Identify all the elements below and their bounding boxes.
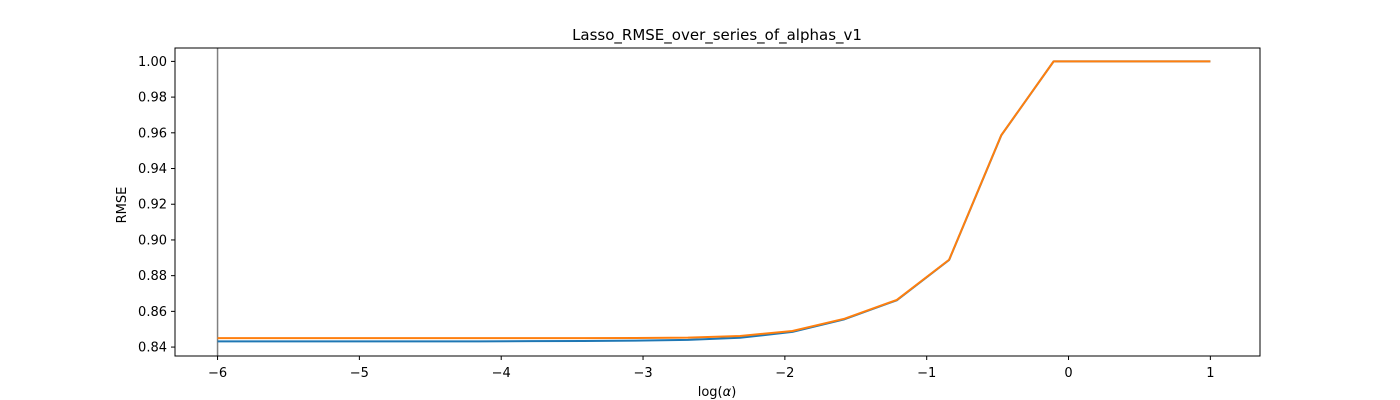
- y-axis-ticks: 0.84 0.86 0.88 0.90 0.92 0.94 0.96 0.98 1.00: [138, 55, 175, 356]
- series-layer: [217, 60, 1211, 343]
- y-tick-label: 0.86: [138, 305, 167, 320]
- x-tick-label: −1: [917, 366, 936, 381]
- y-tick-label: 0.92: [138, 198, 167, 213]
- y-tick-label: 0.90: [138, 233, 167, 248]
- y-tick-label: 1.00: [138, 55, 167, 70]
- plot-frame: [174, 47, 1261, 357]
- x-tick-label: −3: [633, 366, 652, 381]
- x-tick-label: −6: [208, 366, 227, 381]
- x-tick-label: 0: [1064, 366, 1072, 381]
- x-tick-label: 1: [1206, 366, 1214, 381]
- y-tick-label: 0.84: [138, 341, 167, 356]
- x-axis-label: log(α): [698, 385, 737, 400]
- axes-frame: [174, 47, 1261, 357]
- x-axis-ticks: −6 −5 −4 −3 −2 −1 0 1: [208, 356, 1215, 381]
- y-tick-label: 0.88: [138, 269, 167, 284]
- x-tick-label: −2: [775, 366, 794, 381]
- chart-title: Lasso_RMSE_over_series_of_alphas_v1: [572, 26, 862, 45]
- x-tick-label: −4: [492, 366, 511, 381]
- y-tick-label: 0.96: [138, 126, 167, 141]
- x-tick-label: −5: [350, 366, 369, 381]
- y-tick-label: 0.94: [138, 162, 167, 177]
- y-axis-label: RMSE: [115, 187, 130, 224]
- plot-background: [175, 48, 1260, 356]
- plot-area: [175, 48, 1260, 356]
- series-line-2: [217, 60, 1211, 340]
- y-tick-label: 0.98: [138, 91, 167, 106]
